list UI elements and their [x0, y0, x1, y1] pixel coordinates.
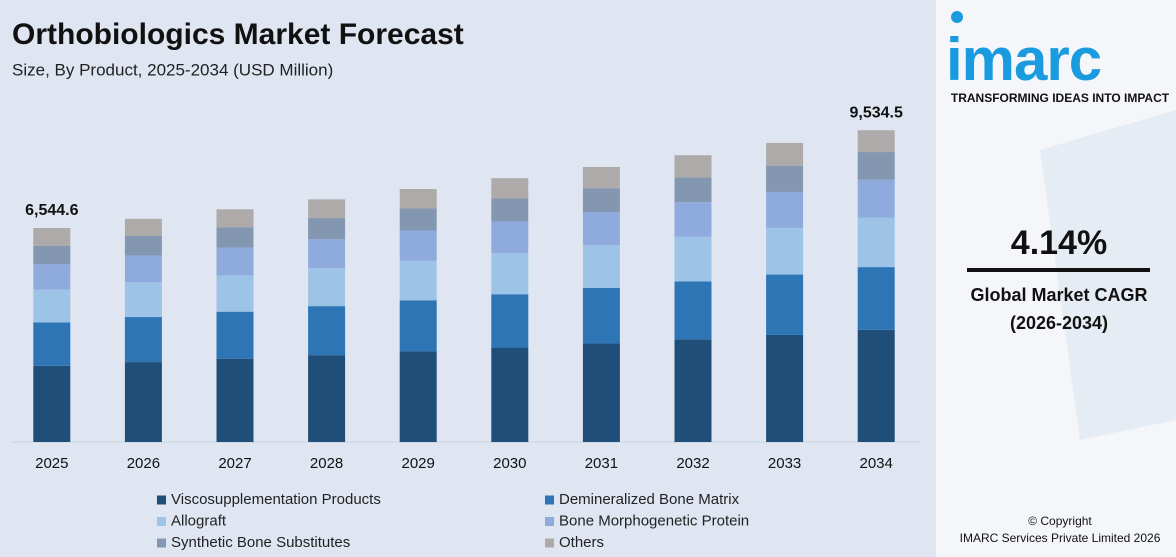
bar-segment — [491, 347, 529, 442]
bar-segment — [491, 253, 529, 295]
bar-segment — [308, 355, 346, 442]
bar-segment — [674, 155, 712, 178]
bar-segment — [674, 236, 712, 282]
total-label: 9,534.5 — [850, 104, 903, 121]
bar-segment — [491, 198, 529, 222]
bar-segment — [582, 212, 620, 246]
bar-segment — [674, 177, 712, 203]
bar-segment — [124, 282, 162, 318]
bar-segment — [308, 306, 346, 356]
bar-segment — [674, 281, 712, 340]
chart-title: Orthobiologics Market Forecast — [12, 18, 464, 51]
cagr-period: (2026-2034) — [1010, 313, 1108, 333]
bar-segment — [491, 294, 529, 348]
bar-segment — [857, 329, 895, 442]
bar-segment — [216, 275, 254, 312]
bar-segment — [766, 142, 804, 166]
bar-segment — [766, 165, 804, 192]
legend-label: Demineralized Bone Matrix — [559, 491, 740, 508]
bar-segment — [124, 218, 162, 237]
bar-segment — [216, 358, 254, 442]
bar-segment — [857, 217, 895, 268]
legend-label: Others — [559, 534, 604, 551]
legend-label: Bone Morphogenetic Protein — [559, 512, 749, 529]
x-tick-label: 2031 — [585, 455, 618, 472]
bar-segment — [766, 334, 804, 442]
bar-segment — [124, 317, 162, 363]
bar-segment — [582, 287, 620, 344]
bar-segment — [857, 267, 895, 330]
bar-segment — [674, 202, 712, 237]
bar-segment — [399, 189, 437, 209]
bar-segment — [33, 245, 71, 265]
bar-segment — [124, 236, 162, 256]
x-tick-label: 2030 — [493, 455, 526, 472]
legend-swatch — [157, 495, 166, 505]
legend-label: Viscosupplementation Products — [171, 491, 381, 508]
legend-swatch — [157, 517, 166, 526]
x-tick-label: 2033 — [768, 455, 801, 472]
bar-segment — [766, 191, 804, 228]
x-tick-label: 2028 — [310, 455, 343, 472]
bar-segment — [491, 221, 529, 254]
bar-segment — [399, 351, 437, 442]
legend-swatch — [545, 517, 554, 526]
bar-segment — [308, 239, 346, 269]
x-tick-label: 2032 — [676, 455, 709, 472]
bar-segment — [33, 322, 71, 366]
cagr-label: Global Market CAGR — [970, 285, 1147, 305]
bar-segment — [766, 274, 804, 335]
bar-segment — [857, 179, 895, 218]
bar-segment — [491, 178, 529, 199]
bar-segment — [308, 218, 346, 240]
logo: imarc — [946, 26, 1101, 93]
legend-swatch — [545, 538, 554, 548]
legend-label: Allograft — [171, 512, 227, 529]
cagr-value: 4.14% — [1011, 224, 1107, 262]
x-tick-label: 2027 — [218, 455, 251, 472]
x-tick-label: 2025 — [35, 455, 68, 472]
bar-segment — [399, 260, 437, 301]
bar-segment — [399, 230, 437, 261]
bar-segment — [857, 130, 895, 153]
company: IMARC Services Private Limited 2026 — [960, 531, 1161, 545]
sidebar-decoration — [1040, 110, 1176, 440]
tagline: TRANSFORMING IDEAS INTO IMPACT — [951, 91, 1170, 105]
total-label: 6,544.6 — [25, 202, 78, 219]
bar-segment — [308, 268, 346, 307]
legend-swatch — [157, 538, 166, 548]
bar-segment — [216, 227, 254, 248]
bar-segment — [124, 255, 162, 283]
legend-label: Synthetic Bone Substitutes — [171, 534, 350, 551]
bar-segment — [33, 289, 71, 323]
x-tick-label: 2029 — [402, 455, 435, 472]
copyright: © Copyright — [1028, 514, 1092, 528]
bar-segment — [766, 227, 804, 275]
legend-swatch — [545, 495, 554, 505]
bar-segment — [674, 339, 712, 442]
logo-dot — [951, 11, 963, 23]
bar-segment — [399, 208, 437, 231]
bar-segment — [124, 362, 162, 442]
x-tick-label: 2026 — [127, 455, 160, 472]
bar-segment — [33, 227, 71, 246]
bar-segment — [582, 166, 620, 189]
bar-segment — [216, 209, 254, 228]
bar-segment — [33, 264, 71, 290]
bar-segment — [216, 311, 254, 359]
bar-segment — [33, 365, 71, 442]
bar-segment — [857, 152, 895, 180]
bar-segment — [582, 343, 620, 442]
bar-segment — [308, 199, 346, 219]
bar-segment — [582, 245, 620, 288]
bar-segment — [216, 247, 254, 276]
x-tick-label: 2034 — [860, 455, 893, 472]
chart-subtitle: Size, By Product, 2025-2034 (USD Million… — [12, 60, 333, 79]
bar-segment — [582, 188, 620, 213]
bar-segment — [399, 300, 437, 352]
